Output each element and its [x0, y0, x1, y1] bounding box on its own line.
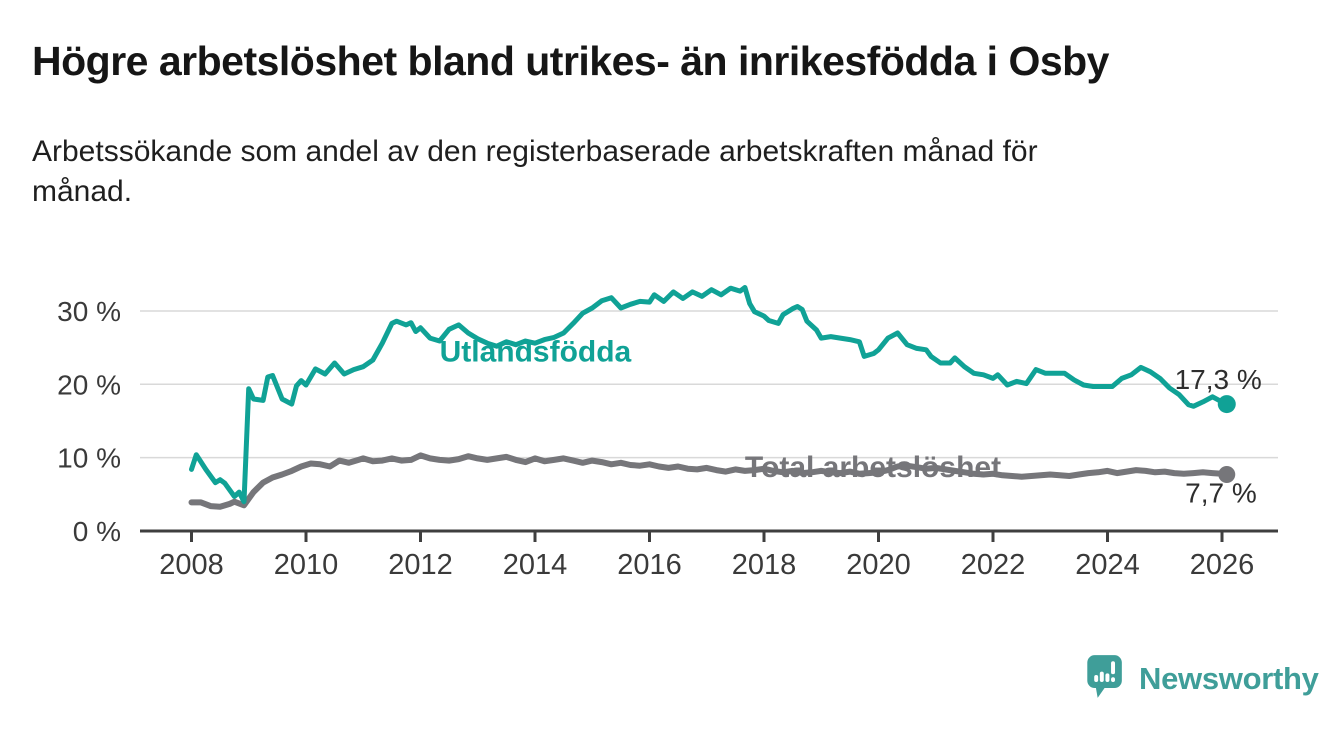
bar-1 [1094, 675, 1099, 682]
series-line-total [188, 452, 1230, 510]
exclamation-dot [1111, 677, 1116, 682]
chart-subtitle: Arbetssökande som andel av den registerb… [32, 132, 1038, 212]
series-end-dot-total [1218, 466, 1236, 484]
x-tick-label-2022: 2022 [961, 549, 1026, 581]
bar-2 [1099, 671, 1104, 682]
x-tick-label-2014: 2014 [503, 549, 568, 581]
x-tick-label-2012: 2012 [388, 549, 453, 581]
subtitle-line-1: Arbetssökande som andel av den registerb… [32, 135, 1038, 168]
y-tick-label-30: 30 % [57, 296, 121, 327]
bar-3 [1105, 673, 1110, 682]
newsworthy-logo: Newsworthy [1086, 654, 1319, 703]
x-tick-label-2020: 2020 [846, 549, 911, 581]
end-value-label-total: 7,7 % [1185, 478, 1257, 509]
speech-bubble-shape [1087, 655, 1122, 698]
series-end-dot-utlandsfodda [1217, 395, 1236, 414]
bar-chart-speech-bubble-icon [1087, 655, 1122, 698]
exclamation-bar [1111, 661, 1116, 675]
x-tick-label-2016: 2016 [617, 549, 682, 581]
x-tick-label-2026: 2026 [1190, 549, 1255, 581]
end-value-label-utlandsfodda: 17,3 % [1175, 364, 1262, 395]
x-tick-label-2008: 2008 [159, 549, 224, 581]
series-label-utlandsfodda: Utlandsfödda [440, 335, 632, 368]
series-line-utlandsfodda [189, 285, 1230, 505]
x-tick-label-2024: 2024 [1075, 549, 1140, 581]
newsworthy-logo-text: Newsworthy [1139, 660, 1319, 696]
y-tick-label-20: 20 % [57, 369, 121, 400]
page-title: Högre arbetslöshet bland utrikes- än inr… [32, 38, 1109, 84]
subtitle-line-2: månad. [32, 175, 133, 208]
series-label-total: Total arbetslöshet [745, 451, 1001, 484]
y-tick-label-10: 10 % [57, 443, 121, 474]
x-tick-label-2010: 2010 [274, 549, 339, 581]
x-tick-label-2018: 2018 [732, 549, 797, 581]
y-tick-label-0: 0 % [73, 516, 121, 547]
